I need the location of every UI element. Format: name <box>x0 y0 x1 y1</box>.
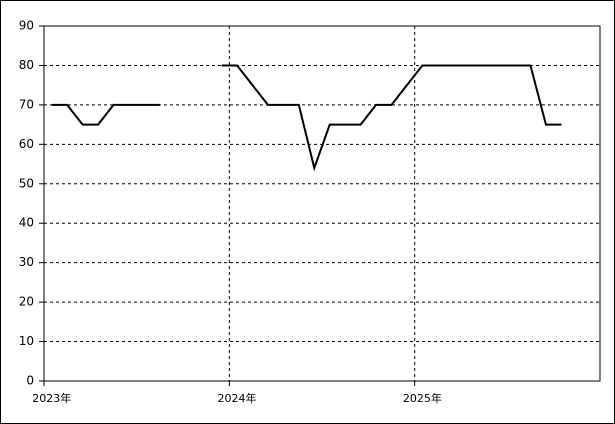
x-tick-label: 2023年 <box>32 391 71 405</box>
y-tick-label: 0 <box>26 374 34 388</box>
line <box>221 64 562 172</box>
y-tick-label: 80 <box>19 58 34 72</box>
x-tick-label: 2025年 <box>403 391 442 405</box>
line <box>51 103 160 126</box>
y-tick-label: 10 <box>19 334 34 348</box>
y-tick-label: 20 <box>19 295 34 309</box>
y-tick-label: 90 <box>19 19 34 33</box>
y-tick-label: 60 <box>19 137 34 151</box>
y-tick-label: 50 <box>19 176 34 190</box>
y-tick-label: 30 <box>19 255 34 269</box>
plot-frame <box>43 25 601 382</box>
y-tick-label: 40 <box>19 216 34 230</box>
x-tick-label: 2024年 <box>218 391 257 405</box>
y-tick-label: 70 <box>19 97 34 111</box>
